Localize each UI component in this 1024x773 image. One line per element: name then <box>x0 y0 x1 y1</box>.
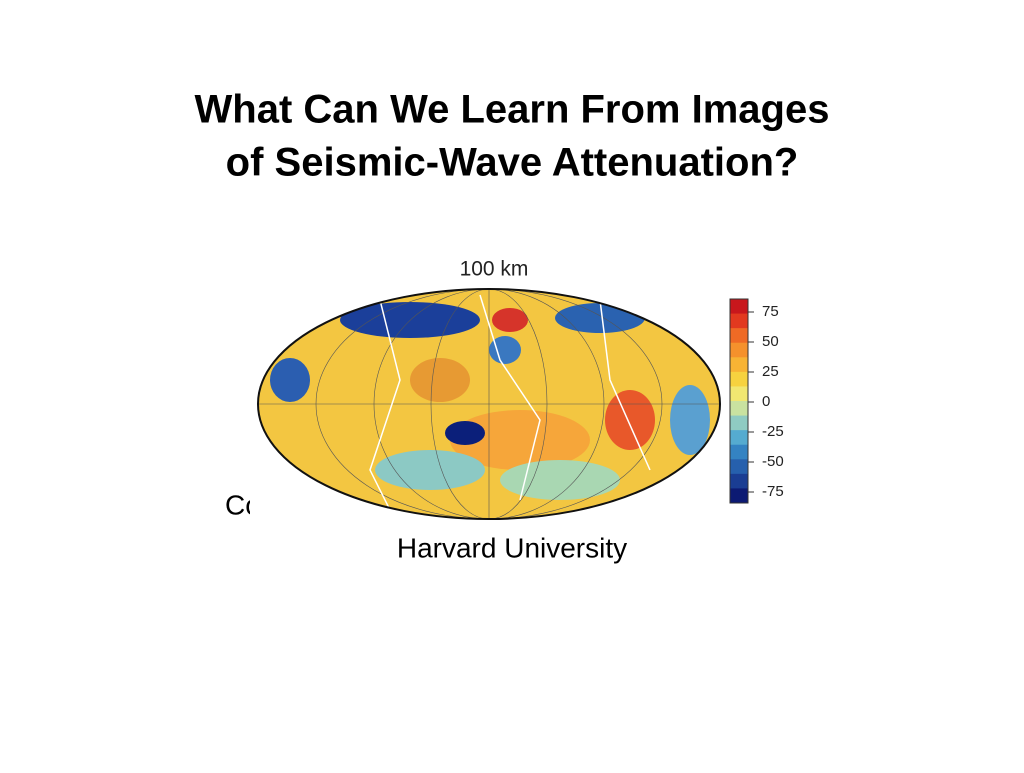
colorbar-segment <box>730 473 748 489</box>
colorbar-segment <box>730 386 748 402</box>
colorbar-segment <box>730 430 748 446</box>
colorbar: 75 50 25 0 -25 -50 -75 <box>730 299 784 504</box>
map <box>258 289 720 519</box>
colorbar-tick-label: 50 <box>762 333 779 350</box>
colorbar-tick-label: -75 <box>762 483 784 500</box>
colorbar-segment <box>730 401 748 417</box>
colorbar-tick-label: 25 <box>762 363 779 380</box>
figure: 100 km <box>250 250 810 520</box>
colorbar-segment <box>730 415 748 431</box>
colorbar-segment <box>730 313 748 329</box>
colorbar-segment <box>730 371 748 387</box>
affiliation: Harvard University <box>397 532 627 563</box>
colorbar-segment <box>730 328 748 344</box>
colorbar-tick-label: 75 <box>762 303 779 320</box>
colorbar-segment <box>730 459 748 475</box>
colorbar-tick-label: -25 <box>762 423 784 440</box>
map-outline <box>257 288 721 520</box>
title-line: What Can We Learn From Images <box>195 88 830 132</box>
colorbar-segment <box>730 357 748 373</box>
colorbar-outline <box>729 298 749 504</box>
colorbar-segment <box>730 299 748 315</box>
colorbar-segment <box>730 342 748 358</box>
figure-title: 100 km <box>460 258 529 281</box>
title-line: of Seismic-Wave Attenuation? <box>226 141 799 185</box>
colorbar-segment <box>730 444 748 460</box>
colorbar-tick-label: 0 <box>762 393 770 410</box>
colorbar-segment <box>730 488 748 504</box>
colorbar-tick-label: -50 <box>762 453 784 470</box>
